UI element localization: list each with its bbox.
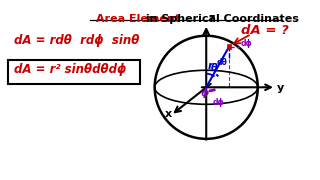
Text: in Spherical Coordinates: in Spherical Coordinates bbox=[142, 14, 299, 24]
Text: dA = ?: dA = ? bbox=[241, 24, 289, 37]
Text: z: z bbox=[209, 13, 215, 23]
FancyBboxPatch shape bbox=[8, 60, 140, 84]
Text: dϕ: dϕ bbox=[241, 39, 252, 48]
Text: dA = r² sinθdθdϕ: dA = r² sinθdθdϕ bbox=[14, 63, 127, 76]
Text: dϕ: dϕ bbox=[212, 98, 224, 107]
Bar bbox=[227, 44, 231, 49]
Text: r: r bbox=[208, 61, 213, 71]
Text: θ: θ bbox=[211, 63, 218, 73]
Text: Area Element: Area Element bbox=[96, 14, 180, 24]
Text: dθ: dθ bbox=[216, 58, 227, 67]
Text: dA = rdθ  rdϕ  sinθ: dA = rdθ rdϕ sinθ bbox=[14, 34, 140, 47]
Text: y: y bbox=[277, 83, 284, 93]
Text: x: x bbox=[164, 109, 172, 119]
Text: ϕ: ϕ bbox=[201, 87, 209, 98]
